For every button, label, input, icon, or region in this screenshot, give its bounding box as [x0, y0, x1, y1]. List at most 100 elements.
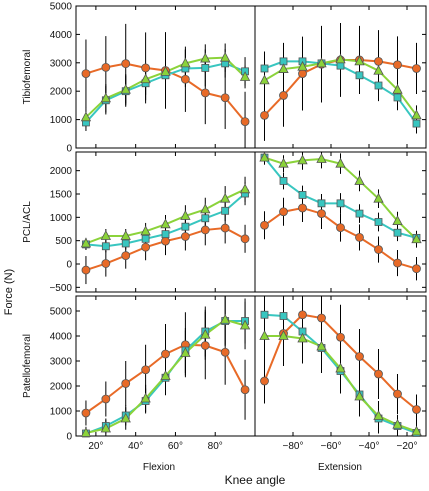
extension-series-2-point	[355, 71, 364, 80]
extension-series-1-point	[412, 405, 421, 414]
extension-series-1-point	[260, 376, 269, 386]
extension-series-1-point	[393, 60, 402, 70]
extension-series-2-point	[355, 209, 364, 218]
y-tick-label: −500	[49, 283, 72, 294]
flexion-series-1-point	[81, 265, 91, 275]
extension-series-1-point	[317, 313, 326, 323]
flexion-series-3-point	[120, 83, 131, 94]
y-tick-label: 1000	[50, 407, 73, 418]
extension-series-3-point	[373, 192, 384, 203]
flexion-series-3-point	[120, 412, 131, 423]
flexion-series-1-point	[101, 259, 111, 268]
x-tick-label: −40°	[359, 441, 380, 452]
extension-series-1-point	[336, 332, 345, 342]
extension-series-3-point	[335, 157, 346, 168]
x-tick-label: 60°	[168, 441, 183, 452]
flexion-series-1-point	[141, 365, 151, 375]
y-tick-label: 1000	[50, 213, 73, 224]
extension-series-2-point	[336, 199, 345, 208]
flexion-series-1-point	[200, 341, 210, 350]
flexion-series-1-point	[240, 234, 250, 244]
flexion-series-3-point	[120, 230, 131, 240]
flexion-series-1-point	[121, 251, 131, 261]
y-tick-label: 4000	[50, 332, 73, 343]
y-tick-label: 0	[66, 260, 72, 271]
flexion-series-1-point	[220, 93, 230, 103]
extension-series-3-point	[392, 215, 403, 225]
y-tick-label: 3000	[50, 58, 73, 69]
extension-series-3-point	[335, 362, 346, 373]
extension-series-3-point	[335, 53, 346, 64]
extension-series-1-point	[393, 389, 402, 399]
flexion-series-3-point	[100, 92, 111, 103]
x-tick-label: −80°	[283, 441, 304, 452]
panel-frame	[75, 5, 427, 149]
flexion-series-1-point	[200, 225, 210, 235]
extension-series-2-point	[393, 93, 402, 102]
extension-series-1-point	[317, 209, 326, 219]
extension-series-1-point	[260, 220, 269, 230]
flexion-series-3-point	[239, 71, 251, 81]
panel-frame	[75, 151, 427, 293]
x-tick-label: 80°	[208, 441, 223, 452]
flexion-series-1-point	[180, 232, 190, 241]
extension-series-2-point	[393, 228, 402, 237]
extension-series-3-point	[259, 330, 270, 340]
flexion-series-1-point	[81, 69, 91, 78]
flexion-series-1-point	[180, 74, 190, 84]
x-tick-label: −20°	[397, 441, 418, 452]
extension-series-3-point	[297, 332, 308, 343]
flexion-series-3-point	[100, 230, 111, 240]
flexion-series-2-point	[221, 206, 230, 215]
extension-series-3-point	[316, 153, 327, 163]
extension-series-1-point	[279, 91, 288, 100]
flexion-series-2-point	[161, 230, 170, 239]
flexion-series-3-point	[80, 237, 92, 248]
extension-series-1-point	[260, 110, 269, 120]
extension-series-3-point	[297, 60, 308, 71]
flexion-series-3-point	[220, 192, 231, 203]
extension-series-1-point	[412, 64, 421, 73]
y-axis-label: Patellofemoral	[22, 334, 33, 398]
extension-label: Extension	[318, 462, 362, 473]
y-tick-label: 1500	[50, 190, 73, 201]
extension-series-3-point	[278, 330, 289, 340]
flexion-series-1-point	[220, 347, 230, 357]
flexion-series-1-point	[81, 408, 91, 418]
extension-series-3-point	[297, 154, 308, 165]
extension-series-2-point	[374, 218, 383, 226]
flexion-label: Flexion	[143, 462, 175, 473]
extension-series-1-point	[374, 245, 383, 254]
flexion-series-3-point	[100, 422, 111, 433]
y-tick-label: 5000	[50, 307, 73, 318]
extension-series-1-point	[336, 223, 345, 233]
y-common-label: Force (N)	[3, 269, 15, 315]
panel-frame	[75, 295, 427, 437]
y-tick-label: 2000	[50, 87, 73, 98]
flexion-series-1-point	[200, 88, 210, 98]
extension-series-2-point	[260, 64, 269, 73]
panel-3: Patellofemoral 0 1000 2000 3000 4000 5000 20° 40…	[22, 295, 427, 452]
extension-series-2-point	[260, 310, 269, 319]
y-tick-label: 1000	[50, 115, 73, 126]
flexion-series-1-point	[141, 242, 151, 252]
extension-series-3-point	[373, 410, 384, 420]
extension-series-3-point	[392, 83, 403, 94]
flexion-series-3-point	[140, 73, 151, 84]
extension-series-1-point	[298, 203, 307, 213]
flexion-series-1-point	[101, 394, 111, 404]
y-tick-label: 2000	[50, 166, 73, 177]
y-axis-label: Tibiofemoral	[22, 50, 33, 105]
extension-series-2-point	[317, 199, 326, 208]
flexion-series-1-point	[240, 385, 250, 395]
panel-2: PCL/ACL −500 0 500 1000 1500 2000	[22, 151, 427, 294]
extension-series-3-point	[316, 57, 327, 68]
flexion-series-2-point	[101, 242, 110, 251]
extension-series-3-point	[411, 109, 422, 120]
y-axis-label: PCL/ACL	[22, 201, 33, 243]
flexion-series-2-point	[201, 64, 210, 72]
extension-series-3-point	[278, 63, 289, 73]
extension-series-1-point	[412, 264, 421, 274]
y-tick-label: 5000	[50, 2, 73, 13]
